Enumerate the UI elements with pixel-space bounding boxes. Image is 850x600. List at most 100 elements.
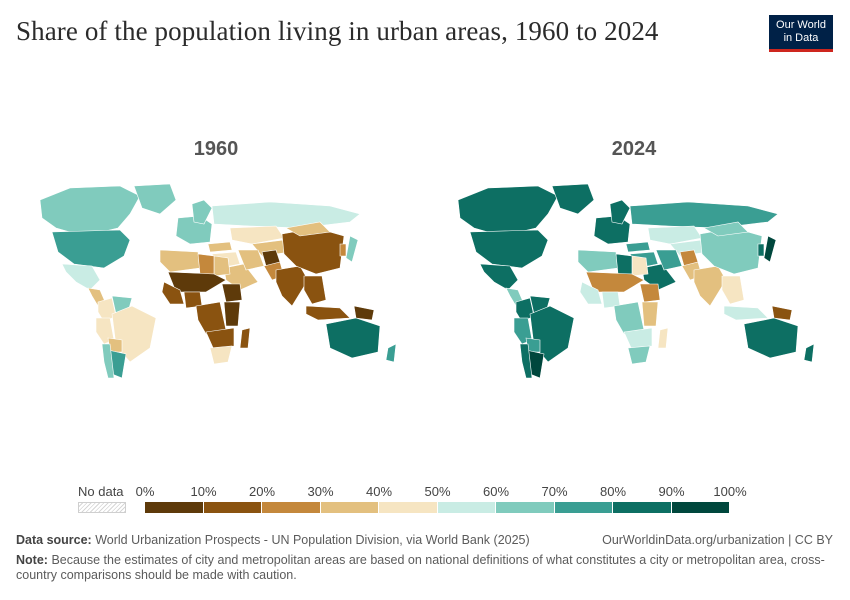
region-indonesia-2024[interactable]: [723, 305, 769, 321]
region-west-africa-1960[interactable]: [161, 281, 185, 305]
region-north-africa-1960[interactable]: [159, 249, 201, 273]
region-china-2024[interactable]: [699, 227, 763, 275]
region-united-states-1960[interactable]: [51, 229, 131, 269]
region-greenland-2024[interactable]: [551, 183, 595, 215]
credit-link[interactable]: OurWorldinData.org/urbanization | CC BY: [602, 533, 833, 547]
no-data-label: No data: [78, 484, 124, 499]
region-madagascar-1960[interactable]: [239, 327, 251, 349]
region-arabian-peninsula-2024[interactable]: [641, 263, 677, 291]
legend-swatch-80-90[interactable]: [613, 502, 672, 513]
legend-swatch-70-80[interactable]: [554, 502, 613, 513]
legend-tick-70pct: 70%: [541, 484, 568, 499]
note-text: Because the estimates of city and metrop…: [16, 553, 825, 582]
region-southeast-asia-1960[interactable]: [303, 275, 327, 305]
region-china-1960[interactable]: [281, 227, 345, 275]
legend-tick-10pct: 10%: [190, 484, 217, 499]
footnote: Note: Because the estimates of city and …: [16, 553, 831, 583]
region-turkey-1960[interactable]: [207, 241, 233, 253]
legend-swatch-0-10[interactable]: [145, 502, 204, 513]
map-year-label-1960: 1960: [193, 138, 239, 160]
legend-swatch-10-20[interactable]: [203, 502, 262, 513]
color-legend: No data 0% 10% 20% 30% 40% 50% 60% 70% 80% 90% 100…: [0, 480, 850, 520]
region-indonesia-1960[interactable]: [305, 305, 351, 321]
region-chile-1960[interactable]: [101, 343, 115, 379]
region-papua-new-guinea-2024[interactable]: [771, 305, 793, 321]
owid-logo[interactable]: Our World in Data: [769, 15, 833, 52]
legend-tick-40pct: 40%: [365, 484, 393, 499]
region-southeast-asia-2024[interactable]: [721, 275, 745, 305]
region-korea-2024[interactable]: [757, 243, 765, 257]
region-mongolia-1960[interactable]: [285, 221, 331, 237]
region-australia-1960[interactable]: [325, 317, 381, 359]
region-new-zealand-2024[interactable]: [803, 343, 815, 363]
region-mexico-2024[interactable]: [479, 263, 519, 291]
region-mongolia-2024[interactable]: [703, 221, 749, 237]
logo-line-1: Our World: [776, 19, 826, 31]
legend-swatch-60-70[interactable]: [496, 502, 555, 513]
region-greenland-1960[interactable]: [133, 183, 177, 215]
map-1960: [39, 183, 397, 379]
region-libya-1960[interactable]: [197, 253, 215, 275]
region-egypt-2024[interactable]: [631, 255, 649, 277]
region-new-zealand-1960[interactable]: [385, 343, 397, 363]
region-central-africa-2024[interactable]: [613, 301, 645, 335]
region-korea-1960[interactable]: [339, 243, 347, 257]
map-2024: [457, 183, 815, 379]
region-kazakhstan-1960[interactable]: [229, 225, 285, 245]
region-libya-2024[interactable]: [615, 253, 633, 275]
region-canada-2024[interactable]: [457, 185, 559, 237]
legend-swatch-50-60[interactable]: [437, 502, 496, 513]
region-mexico-1960[interactable]: [61, 263, 101, 291]
region-madagascar-2024[interactable]: [657, 327, 669, 349]
region-india-1960[interactable]: [275, 265, 309, 307]
region-scandinavia-1960[interactable]: [191, 199, 213, 225]
region-egypt-1960[interactable]: [213, 255, 231, 277]
region-japan-2024[interactable]: [763, 235, 777, 263]
logo-line-2: in Data: [783, 32, 819, 44]
legend-tick-80pct: 80%: [599, 484, 627, 499]
legend-tick-50pct: 50%: [424, 484, 451, 499]
region-arabian-peninsula-1960[interactable]: [223, 263, 259, 291]
chart-title: Share of the population living in urban …: [16, 16, 659, 46]
region-southern-africa-2024[interactable]: [623, 327, 653, 351]
region-turkey-2024[interactable]: [625, 241, 651, 253]
legend-swatch-90-100[interactable]: [671, 502, 730, 513]
region-ethiopia-1960[interactable]: [221, 283, 243, 303]
legend-swatch-30-40[interactable]: [320, 502, 379, 513]
source-label: Data source:: [16, 533, 92, 547]
region-north-africa-2024[interactable]: [577, 249, 619, 273]
no-data-swatch: [78, 502, 126, 513]
note-label: Note:: [16, 553, 48, 567]
region-west-africa-2024[interactable]: [579, 281, 603, 305]
legend-swatch-20-30[interactable]: [262, 502, 321, 513]
region-south-africa-1960[interactable]: [209, 345, 233, 365]
legend-tick-20pct: 20%: [248, 484, 276, 499]
region-ethiopia-2024[interactable]: [639, 283, 661, 303]
region-chile-2024[interactable]: [519, 343, 533, 379]
legend-tick-60pct: 60%: [482, 484, 510, 499]
map-year-label-2024: 2024: [611, 138, 657, 160]
legend-swatch-40-50[interactable]: [379, 502, 438, 513]
region-kazakhstan-2024[interactable]: [647, 225, 703, 245]
region-united-states-2024[interactable]: [469, 229, 549, 269]
region-japan-1960[interactable]: [345, 235, 359, 263]
region-central-africa-1960[interactable]: [195, 301, 227, 335]
legend-tick-100pct: 100%: [713, 484, 747, 499]
region-australia-2024[interactable]: [743, 317, 799, 359]
legend-tick-90pct: 90%: [658, 484, 685, 499]
region-east-africa-2024[interactable]: [641, 301, 659, 327]
region-papua-new-guinea-1960[interactable]: [353, 305, 375, 321]
world-maps: [39, 183, 815, 379]
region-south-africa-2024[interactable]: [627, 345, 651, 365]
legend-tick-30pct: 30%: [307, 484, 334, 499]
region-russia-2024[interactable]: [629, 201, 779, 229]
region-canada-1960[interactable]: [39, 185, 141, 237]
region-east-africa-1960[interactable]: [223, 301, 241, 327]
region-india-2024[interactable]: [693, 265, 727, 307]
region-southern-africa-1960[interactable]: [205, 327, 235, 351]
legend-tick-0pct: 0%: [135, 484, 155, 499]
data-source: Data source: World Urbanization Prospect…: [16, 533, 530, 547]
region-scandinavia-2024[interactable]: [609, 199, 631, 225]
region-russia-1960[interactable]: [211, 201, 361, 229]
source-text[interactable]: World Urbanization Prospects - UN Popula…: [95, 533, 530, 547]
